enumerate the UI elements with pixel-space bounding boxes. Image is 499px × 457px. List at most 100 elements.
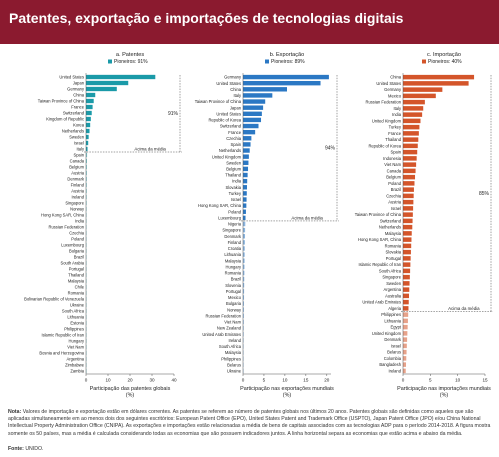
category-label: Malaysia: [225, 350, 242, 355]
bar: [403, 187, 414, 192]
x-tick-label: 30: [149, 378, 155, 383]
category-label: Canada: [70, 159, 85, 164]
category-label: Zimbabwe: [65, 363, 85, 368]
bar: [86, 188, 87, 194]
category-label: Thailand: [225, 173, 241, 178]
x-tick-label: 0: [85, 378, 88, 383]
bar: [403, 112, 423, 117]
panel-label: b. Exportação: [270, 52, 305, 58]
category-label: Taiwan Province of China: [195, 99, 242, 104]
bar: [403, 318, 408, 324]
bar: [243, 191, 247, 196]
bar: [243, 209, 246, 214]
bar: [243, 160, 249, 165]
category-label: Korea: [73, 123, 85, 128]
category-label: Singapore: [382, 275, 401, 280]
category-label: Poland: [228, 209, 241, 214]
bar: [86, 86, 117, 92]
bar: [86, 152, 88, 158]
category-label: Belarus: [387, 350, 401, 355]
bar: [403, 99, 425, 105]
bar: [403, 349, 407, 355]
bar: [403, 162, 417, 167]
category-label: Bosnia and Herzegovina: [39, 351, 84, 356]
category-label: Zambia: [70, 369, 84, 374]
average-label: Acima da média: [134, 147, 166, 152]
bar: [243, 142, 251, 147]
bar: [243, 80, 321, 86]
bar: [243, 338, 244, 343]
category-label: Denmark: [384, 337, 402, 342]
x-tick-label: 10: [105, 378, 111, 383]
bar: [403, 181, 415, 186]
bar: [403, 174, 416, 180]
category-label: Italy: [393, 106, 401, 111]
category-label: Czechia: [386, 193, 402, 198]
category-label: Luxembourg: [61, 243, 84, 248]
source-line: Fonte: UNIDO.: [8, 446, 43, 452]
bar: [243, 289, 245, 294]
charts-container: a. Patentes Pioneiros: 91% United States Ja…: [6, 50, 494, 410]
bar: [403, 362, 407, 367]
bar: [243, 203, 247, 208]
category-label: Belarus: [227, 362, 241, 367]
bar: [86, 104, 93, 110]
bar: [403, 124, 420, 130]
category-label: China: [390, 75, 401, 80]
category-label: Turkey: [389, 125, 402, 130]
bar: [403, 74, 475, 80]
category-label: Bolivarian Republic of Venezuela: [24, 297, 85, 302]
bar: [86, 116, 91, 122]
bar: [403, 106, 424, 111]
x-tick-label: 5: [429, 378, 432, 383]
category-label: South Arabia: [61, 261, 85, 266]
category-label: Algeria: [388, 306, 401, 311]
category-label: United States: [376, 81, 401, 86]
category-label: Poland: [388, 181, 401, 186]
bar: [86, 128, 90, 134]
bar: [243, 295, 245, 300]
category-label: Hungary: [226, 264, 242, 269]
bar: [403, 118, 421, 124]
bar: [86, 158, 87, 164]
category-label: South Africa: [219, 344, 242, 349]
bar: [243, 87, 287, 92]
category-label: Kingdom of Republic: [46, 117, 84, 122]
category-label: Taiwan Province of China: [38, 99, 85, 104]
x-tick-label: 15: [303, 378, 309, 383]
bar: [86, 122, 91, 128]
bar: [86, 80, 129, 86]
category-label: Indonesia: [383, 156, 401, 161]
category-label: United Arab Emirates: [202, 332, 241, 337]
x-tick-label: 0: [242, 378, 245, 383]
category-label: Chile: [75, 285, 85, 290]
category-label: Netherlands: [219, 148, 241, 153]
category-label: Russian Federation: [206, 313, 242, 318]
bar: [403, 212, 413, 217]
category-label: Sweden: [69, 135, 85, 140]
category-label: Colombia: [384, 356, 402, 361]
category-label: Islamic Republic of Iran: [358, 262, 401, 267]
bar: [403, 306, 409, 311]
category-label: Australia: [385, 293, 402, 298]
page-title: Patentes, exportação e importações de te…: [9, 10, 404, 26]
category-label: Sweden: [386, 281, 402, 286]
bar: [403, 249, 411, 255]
bar: [403, 143, 418, 149]
bar: [243, 240, 245, 245]
category-label: United Arab Emirates: [362, 300, 401, 305]
x-tick-label: 10: [282, 378, 288, 383]
bar: [243, 148, 250, 153]
bar: [243, 123, 259, 129]
category-label: United Kingdom: [212, 154, 242, 159]
bar: [86, 110, 92, 116]
category-label: Norway: [70, 207, 85, 212]
category-label: Egypt: [391, 325, 402, 330]
bar: [403, 218, 413, 224]
category-label: Portugal: [226, 289, 241, 294]
x-tick-label: 15: [482, 378, 488, 383]
category-label: Ireland: [71, 195, 84, 200]
category-label: Brazil: [231, 277, 241, 282]
category-label: Slovakia: [226, 185, 242, 190]
category-label: Czechia: [226, 136, 242, 141]
